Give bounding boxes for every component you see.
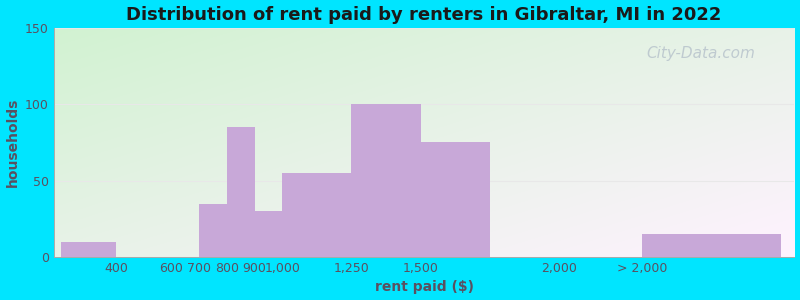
Bar	[227, 127, 254, 257]
Text: City-Data.com: City-Data.com	[646, 46, 755, 61]
Bar	[421, 142, 490, 257]
Bar	[642, 234, 781, 257]
Title: Distribution of rent paid by renters in Gibraltar, MI in 2022: Distribution of rent paid by renters in …	[126, 6, 722, 24]
Bar	[254, 211, 282, 257]
Bar	[282, 173, 351, 257]
X-axis label: rent paid ($): rent paid ($)	[374, 280, 474, 294]
Bar	[61, 242, 116, 257]
Y-axis label: households: households	[6, 98, 19, 187]
Bar	[351, 104, 421, 257]
Bar	[199, 204, 227, 257]
